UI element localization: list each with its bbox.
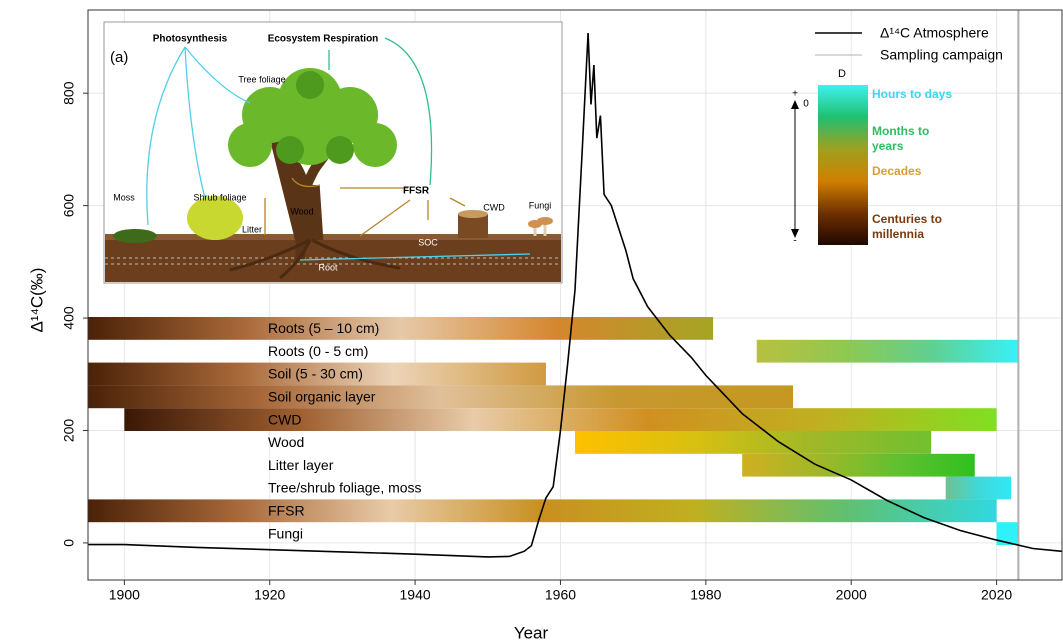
bar-label: Roots (0 - 5 cm) <box>268 343 368 359</box>
colorbar-label: Hours to days <box>872 87 952 102</box>
inset-label: CWD <box>483 202 505 212</box>
inset-label: Root <box>318 262 338 272</box>
x-tick-label: 1920 <box>254 587 285 603</box>
shrub <box>187 196 243 240</box>
inset-label: Shrub foliage <box>193 192 246 202</box>
colorbar-label: Decades <box>872 164 952 179</box>
inset-label: Litter <box>242 224 262 234</box>
colorbar-label-box: Centuries to millennia <box>872 212 972 252</box>
x-axis-title: Year <box>514 623 549 642</box>
inset-label: Tree foliage <box>238 74 285 84</box>
y-axis-title: Δ¹⁴C(‰) <box>27 268 46 333</box>
fungi-cap <box>537 217 553 225</box>
x-tick-label: 2020 <box>981 587 1012 603</box>
inset: Photosynthesis Ecosystem Respiration (a)… <box>104 22 562 283</box>
colorbar <box>818 85 868 245</box>
colorbar-minus: - <box>793 236 796 247</box>
moss <box>113 229 157 243</box>
legend-label: Sampling campaign <box>880 47 1003 63</box>
x-tick-label: 1980 <box>690 587 721 603</box>
x-tick-label: 1900 <box>109 587 140 603</box>
colorbar-label-box: Months to years <box>872 124 972 164</box>
y-tick-label: 600 <box>61 194 77 218</box>
colorbar-title: D <box>838 68 846 80</box>
x-tick-label: 2000 <box>836 587 867 603</box>
inset-label: SOC <box>418 237 438 247</box>
x-tick-label: 1940 <box>400 587 431 603</box>
colorbar-label: Months to years <box>872 124 952 154</box>
x-tick-label: 1960 <box>545 587 576 603</box>
inset-label: Fungi <box>529 200 552 210</box>
age-bar <box>946 477 1011 500</box>
bar-label: Litter layer <box>268 457 334 473</box>
inset-panel-label: (a) <box>110 49 128 66</box>
ground-top <box>105 234 561 240</box>
bar-label: Soil (5 - 30 cm) <box>268 366 363 382</box>
inset-label: FFSR <box>403 186 430 197</box>
inset-label: Wood <box>290 206 313 216</box>
colorbar-label-box: Decades <box>872 164 972 204</box>
colorbar-label: Centuries to millennia <box>872 212 952 242</box>
age-bar <box>88 385 793 408</box>
y-tick-label: 400 <box>61 306 77 330</box>
age-bar <box>575 431 931 454</box>
bar-label: CWD <box>268 411 301 427</box>
bar-label: Roots (5 – 10 cm) <box>268 320 379 336</box>
colorbar-label-box: Hours to days <box>872 87 972 127</box>
bar-label: Wood <box>268 434 304 450</box>
bar-label: Soil organic layer <box>268 389 376 405</box>
age-bar <box>742 454 975 477</box>
y-tick-label: 800 <box>61 81 77 105</box>
y-tick-label: 200 <box>61 419 77 443</box>
y-tick-label: 0 <box>61 539 77 547</box>
legend-label: Δ¹⁴C Atmosphere <box>880 25 989 41</box>
inset-label: Ecosystem Respiration <box>268 34 379 45</box>
age-bar <box>88 317 713 340</box>
inset-label: Moss <box>113 192 135 202</box>
colorbar-zero: 0 <box>803 99 809 110</box>
chart: Roots (5 – 10 cm) Roots (0 - 5 cm) Soil (5… <box>0 0 1063 643</box>
inset-label: Photosynthesis <box>153 34 228 45</box>
age-bar <box>757 340 1019 363</box>
bar-label: Tree/shrub foliage, moss <box>268 480 422 496</box>
bar-label: FFSR <box>268 503 305 519</box>
colorbar-plus: + <box>792 89 798 100</box>
bar-label: Fungi <box>268 525 303 541</box>
